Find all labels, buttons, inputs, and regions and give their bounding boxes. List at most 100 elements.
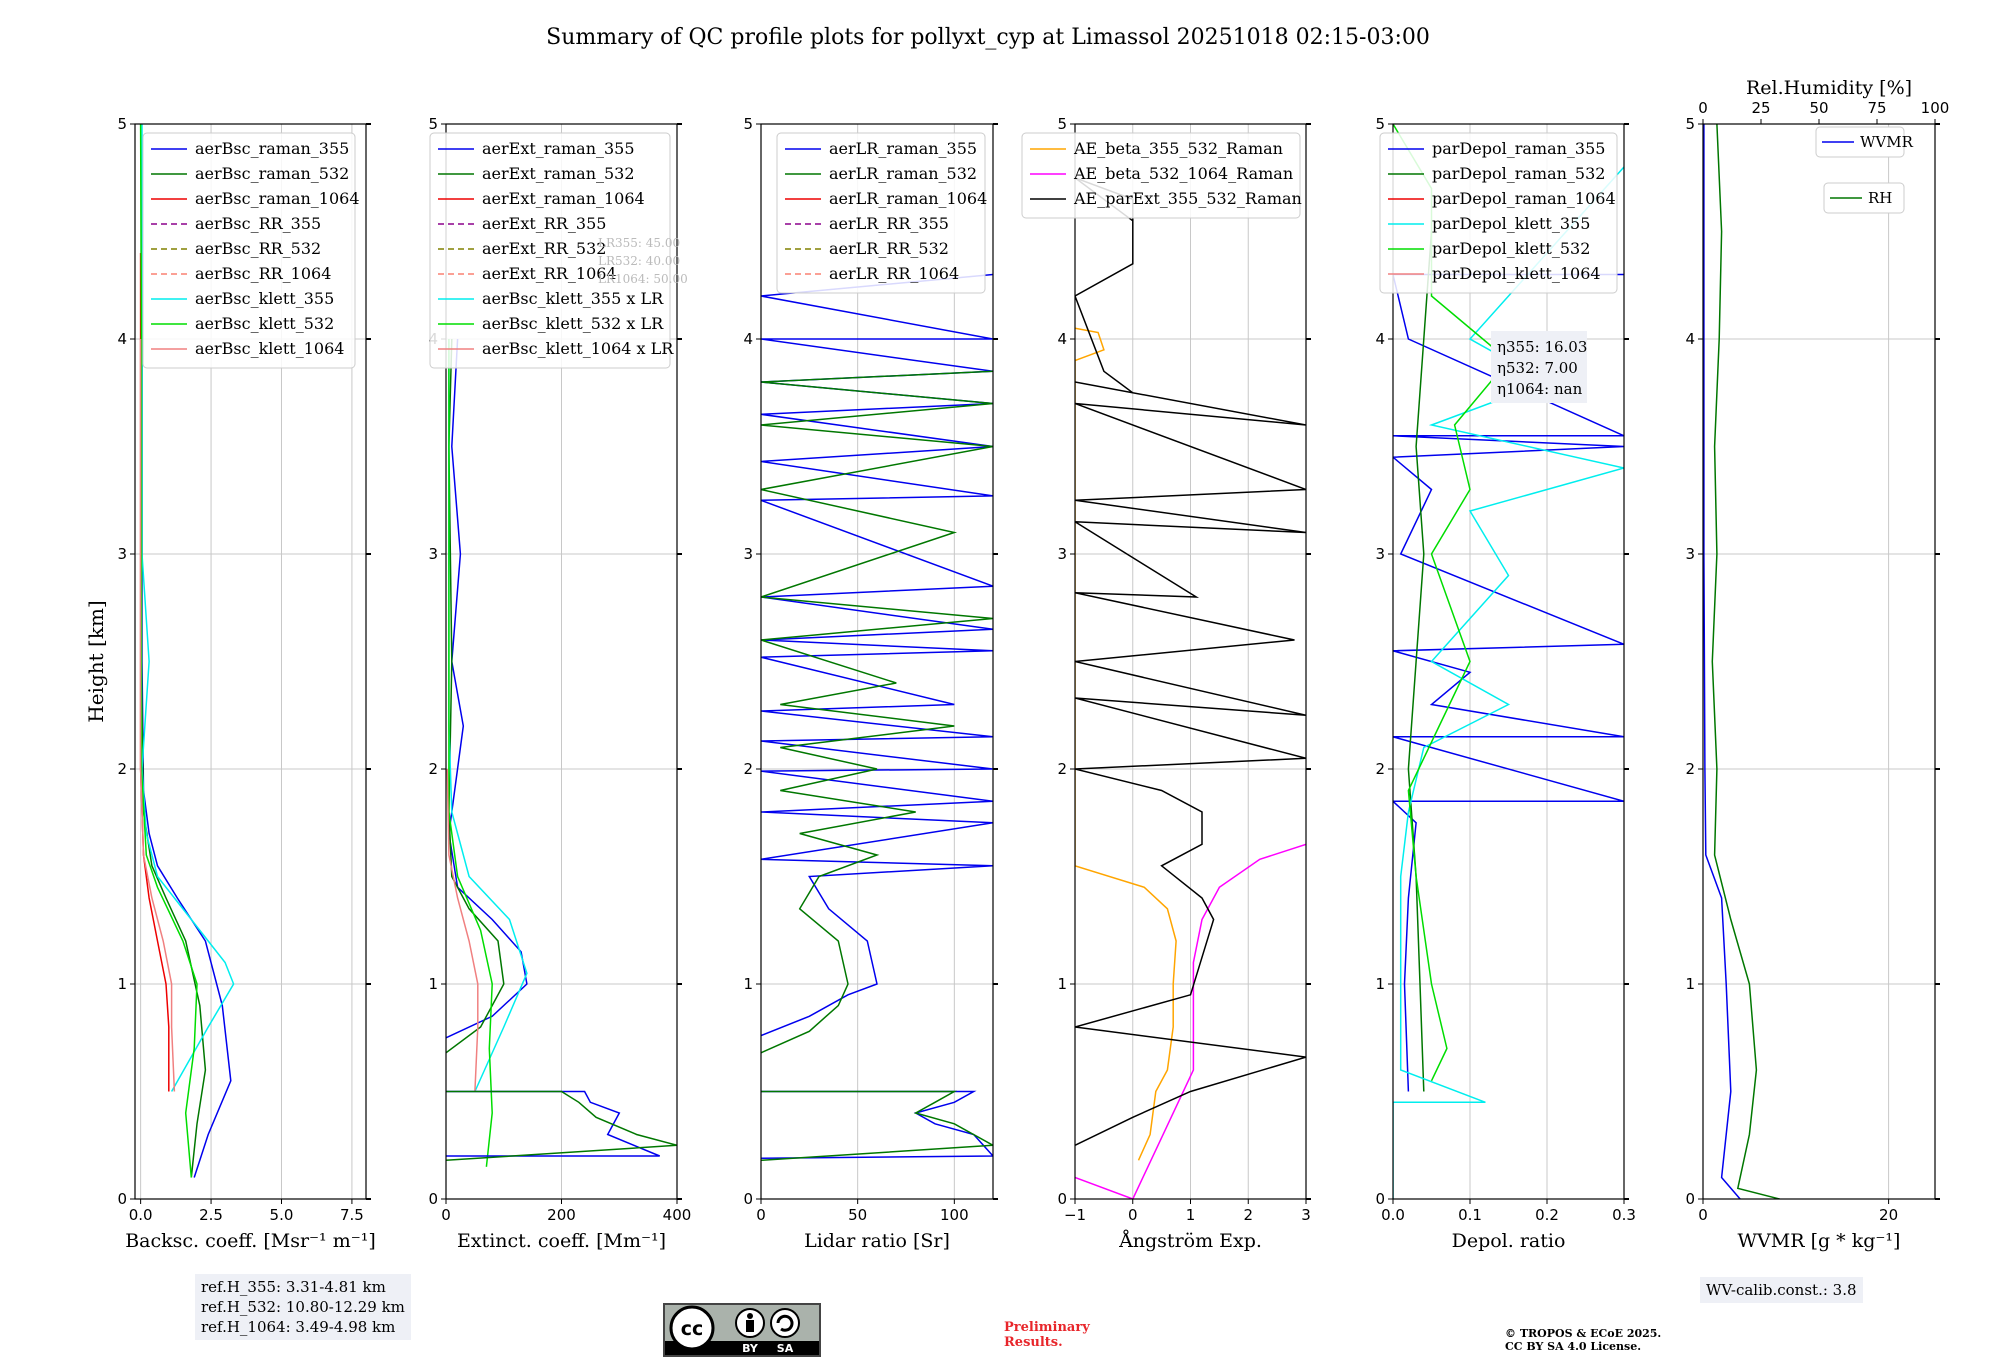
y-tick-label: 0 — [117, 1190, 127, 1208]
series-line-pardepol-raman-532 — [1407, 231, 1433, 1092]
x-axis-label: Extinct. coeff. [Mm⁻¹] — [457, 1230, 666, 1252]
y-tick-label: 4 — [117, 330, 127, 348]
x-axis-label: Lidar ratio [Sr] — [804, 1230, 950, 1252]
copyright-note: © TROPOS & ECoE 2025. CC BY SA 4.0 Licen… — [1505, 1327, 1661, 1353]
wv-calib-text: WV-calib.const.: 3.8 — [1706, 1281, 1857, 1299]
y-tick-label: 3 — [1057, 545, 1067, 563]
legend-label: aerBsc_RR_532 — [195, 239, 321, 258]
series-line-pardepol-klett-532 — [1393, 124, 1510, 1082]
series-line-aerlr-raman-355 — [761, 273, 993, 1037]
ref-height-box: ref.H_355: 3.31-4.81 km ref.H_532: 10.80… — [195, 1274, 411, 1340]
x-tick-label: −1 — [1064, 1206, 1086, 1224]
legend-label: aerLR_RR_532 — [829, 239, 949, 258]
x2-tick-label: 50 — [1809, 99, 1828, 117]
y-tick-label: 1 — [117, 975, 127, 993]
legend-label: aerExt_raman_355 — [482, 139, 635, 158]
legend-label: aerBsc_klett_1064 x LR — [482, 339, 674, 358]
legend-label: aerBsc_klett_532 — [195, 314, 334, 333]
legend-label: RH — [1868, 189, 1892, 207]
legend-label: aerLR_RR_1064 — [829, 264, 959, 283]
copyright-line-2: CC BY SA 4.0 License. — [1505, 1340, 1642, 1353]
x-tick-label: 0 — [1698, 1206, 1708, 1224]
x-tick-label: 100 — [940, 1206, 969, 1224]
legend-label: AE_beta_355_532_Raman — [1073, 139, 1283, 158]
x-tick-label: 1 — [1186, 1206, 1196, 1224]
legend-label: AE_parExt_355_532_Raman — [1073, 189, 1302, 208]
x-tick-label: 5.0 — [270, 1206, 294, 1224]
x-axis-label: Depol. ratio — [1452, 1230, 1566, 1252]
x-axis-label: Ångström Exp. — [1118, 1230, 1262, 1252]
legend-label: aerBsc_RR_1064 — [195, 264, 331, 283]
legend-box — [1823, 182, 1905, 214]
legend-label: aerExt_raman_532 — [482, 164, 635, 183]
preliminary-line-1: Preliminary — [1004, 1320, 1090, 1335]
legend-label: aerExt_raman_1064 — [482, 189, 645, 208]
y-axis-label: Height [km] — [84, 600, 108, 722]
series-line-aerbsc-klett-1064-x-lr — [446, 768, 479, 1092]
legend-label: aerLR_raman_1064 — [829, 189, 987, 208]
y-tick-label: 1 — [1057, 975, 1067, 993]
y-tick-label: 5 — [428, 115, 438, 133]
y-tick-label: 0 — [1685, 1190, 1695, 1208]
series-line-aerlr-raman-355-low — [761, 1090, 993, 1159]
x-tick-label: 2.5 — [199, 1206, 223, 1224]
lr-annotation: LR355: 45.00 — [598, 236, 680, 250]
x2-tick-label: 75 — [1867, 99, 1886, 117]
x-tick-label: 50 — [848, 1206, 867, 1224]
series-line-pardepol-klett-355 — [1393, 166, 1624, 1199]
x-tick-label: 0.1 — [1458, 1206, 1482, 1224]
x-tick-label: 400 — [663, 1206, 692, 1224]
y-tick-label: 1 — [1375, 975, 1385, 993]
legend-label: aerBsc_RR_355 — [195, 214, 321, 233]
x-tick-label: 200 — [547, 1206, 576, 1224]
preliminary-note: Preliminary Results. — [1004, 1320, 1090, 1350]
x-tick-label: 0 — [756, 1206, 766, 1224]
y-tick-label: 4 — [1375, 330, 1385, 348]
panel-lidar_ratio: 0 50 100 0 1 2 3 4 5 Lidar ratio [Sr] aerLR_raman_… — [743, 115, 998, 1252]
legend-label: aerBsc_raman_355 — [195, 139, 349, 158]
series-line-aerbsc-klett-532-x-lr — [448, 339, 493, 1167]
x-tick-label: 2 — [1243, 1206, 1253, 1224]
y-tick-label: 3 — [117, 545, 127, 563]
x2-axis-label: Rel.Humidity [%] — [1746, 77, 1912, 99]
y-tick-label: 2 — [117, 760, 127, 778]
series-line-aerlr-raman-532 — [761, 370, 993, 1054]
legend-label: aerBsc_klett_1064 — [195, 339, 344, 358]
y-tick-label: 2 — [1685, 760, 1695, 778]
copyright-line-1: © TROPOS & ECoE 2025. — [1505, 1327, 1662, 1340]
series-line-aerext-raman-355 — [446, 338, 528, 1039]
x2-tick-label: 100 — [1921, 99, 1950, 117]
x-tick-label: 20 — [1879, 1206, 1898, 1224]
y-tick-label: 0 — [1375, 1190, 1385, 1208]
x-axis-label: WVMR [g * kg⁻¹] — [1738, 1230, 1901, 1252]
x-tick-label: 0.3 — [1612, 1206, 1636, 1224]
y-tick-label: 4 — [743, 330, 753, 348]
series-line-aerbsc-klett-355-x-lr — [448, 339, 528, 1092]
legend-label: aerLR_RR_355 — [829, 214, 949, 233]
cc-license-badge: cc BY SA — [663, 1303, 821, 1357]
y-tick-label: 4 — [1057, 330, 1067, 348]
y-tick-label: 5 — [1685, 115, 1695, 133]
x-tick-label: 0.2 — [1535, 1206, 1559, 1224]
y-tick-label: 5 — [1057, 115, 1067, 133]
y-tick-label: 3 — [1685, 545, 1695, 563]
y-tick-label: 4 — [1685, 330, 1695, 348]
ref-height-1064: ref.H_1064: 3.49-4.98 km — [201, 1318, 396, 1336]
eta-annotation: η355: 16.03 — [1497, 338, 1587, 356]
y-tick-label: 2 — [743, 760, 753, 778]
legend-label: parDepol_klett_532 — [1432, 239, 1590, 258]
legend-label: parDepol_raman_355 — [1432, 139, 1605, 158]
y-tick-label: 5 — [1375, 115, 1385, 133]
sa-label: SA — [777, 1342, 794, 1355]
series-line-aerbsc-klett-532 — [139, 124, 198, 1178]
axes-frame — [134, 123, 367, 1200]
y-tick-label: 3 — [743, 545, 753, 563]
y-tick-label: 3 — [1375, 545, 1385, 563]
y-tick-label: 2 — [1057, 760, 1067, 778]
legend-label: aerBsc_klett_355 x LR — [482, 289, 664, 308]
series-line-ae-parext-355-532-raman — [1075, 177, 1306, 1146]
legend-label: aerLR_raman_355 — [829, 139, 977, 158]
legend-label: parDepol_raman_1064 — [1432, 189, 1616, 208]
legend-label: parDepol_klett_1064 — [1432, 264, 1601, 283]
